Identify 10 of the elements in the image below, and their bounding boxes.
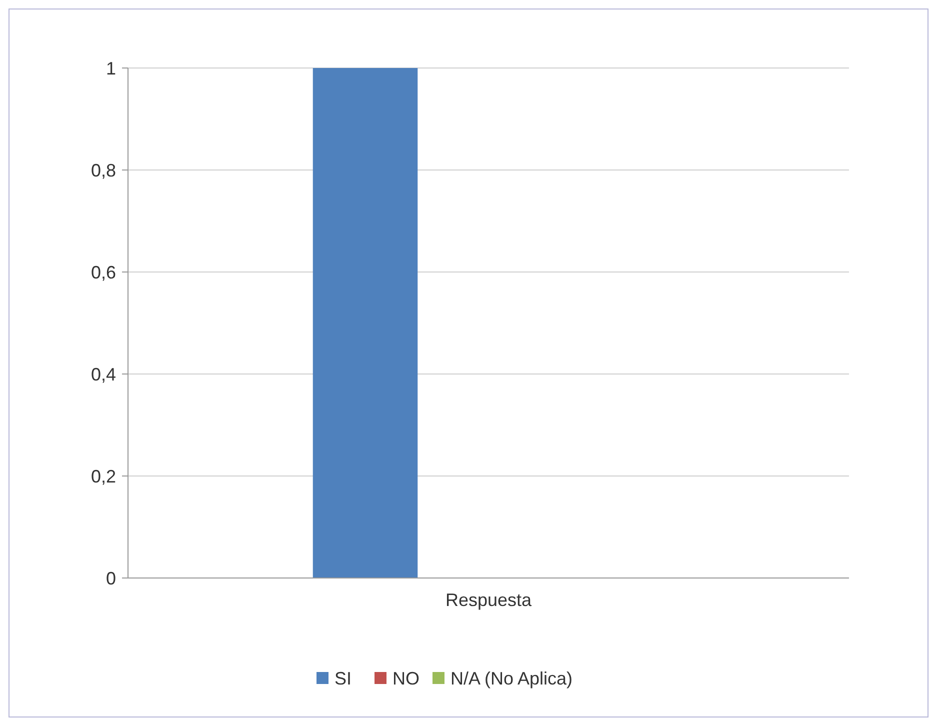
y-tick-label: 0,6	[90, 262, 116, 282]
x-tick-label: Respuesta	[445, 590, 533, 610]
legend-label: SI	[334, 668, 352, 688]
y-tick-label: 0,2	[90, 466, 116, 486]
y-tick-label: 0	[106, 568, 116, 588]
y-tick-label: 0,8	[90, 160, 116, 180]
legend-label: N/A (No Aplica)	[450, 668, 573, 688]
y-tick-label: 1	[106, 58, 116, 78]
y-tick-label: 0,4	[90, 364, 116, 384]
legend-label: NO	[392, 668, 420, 688]
